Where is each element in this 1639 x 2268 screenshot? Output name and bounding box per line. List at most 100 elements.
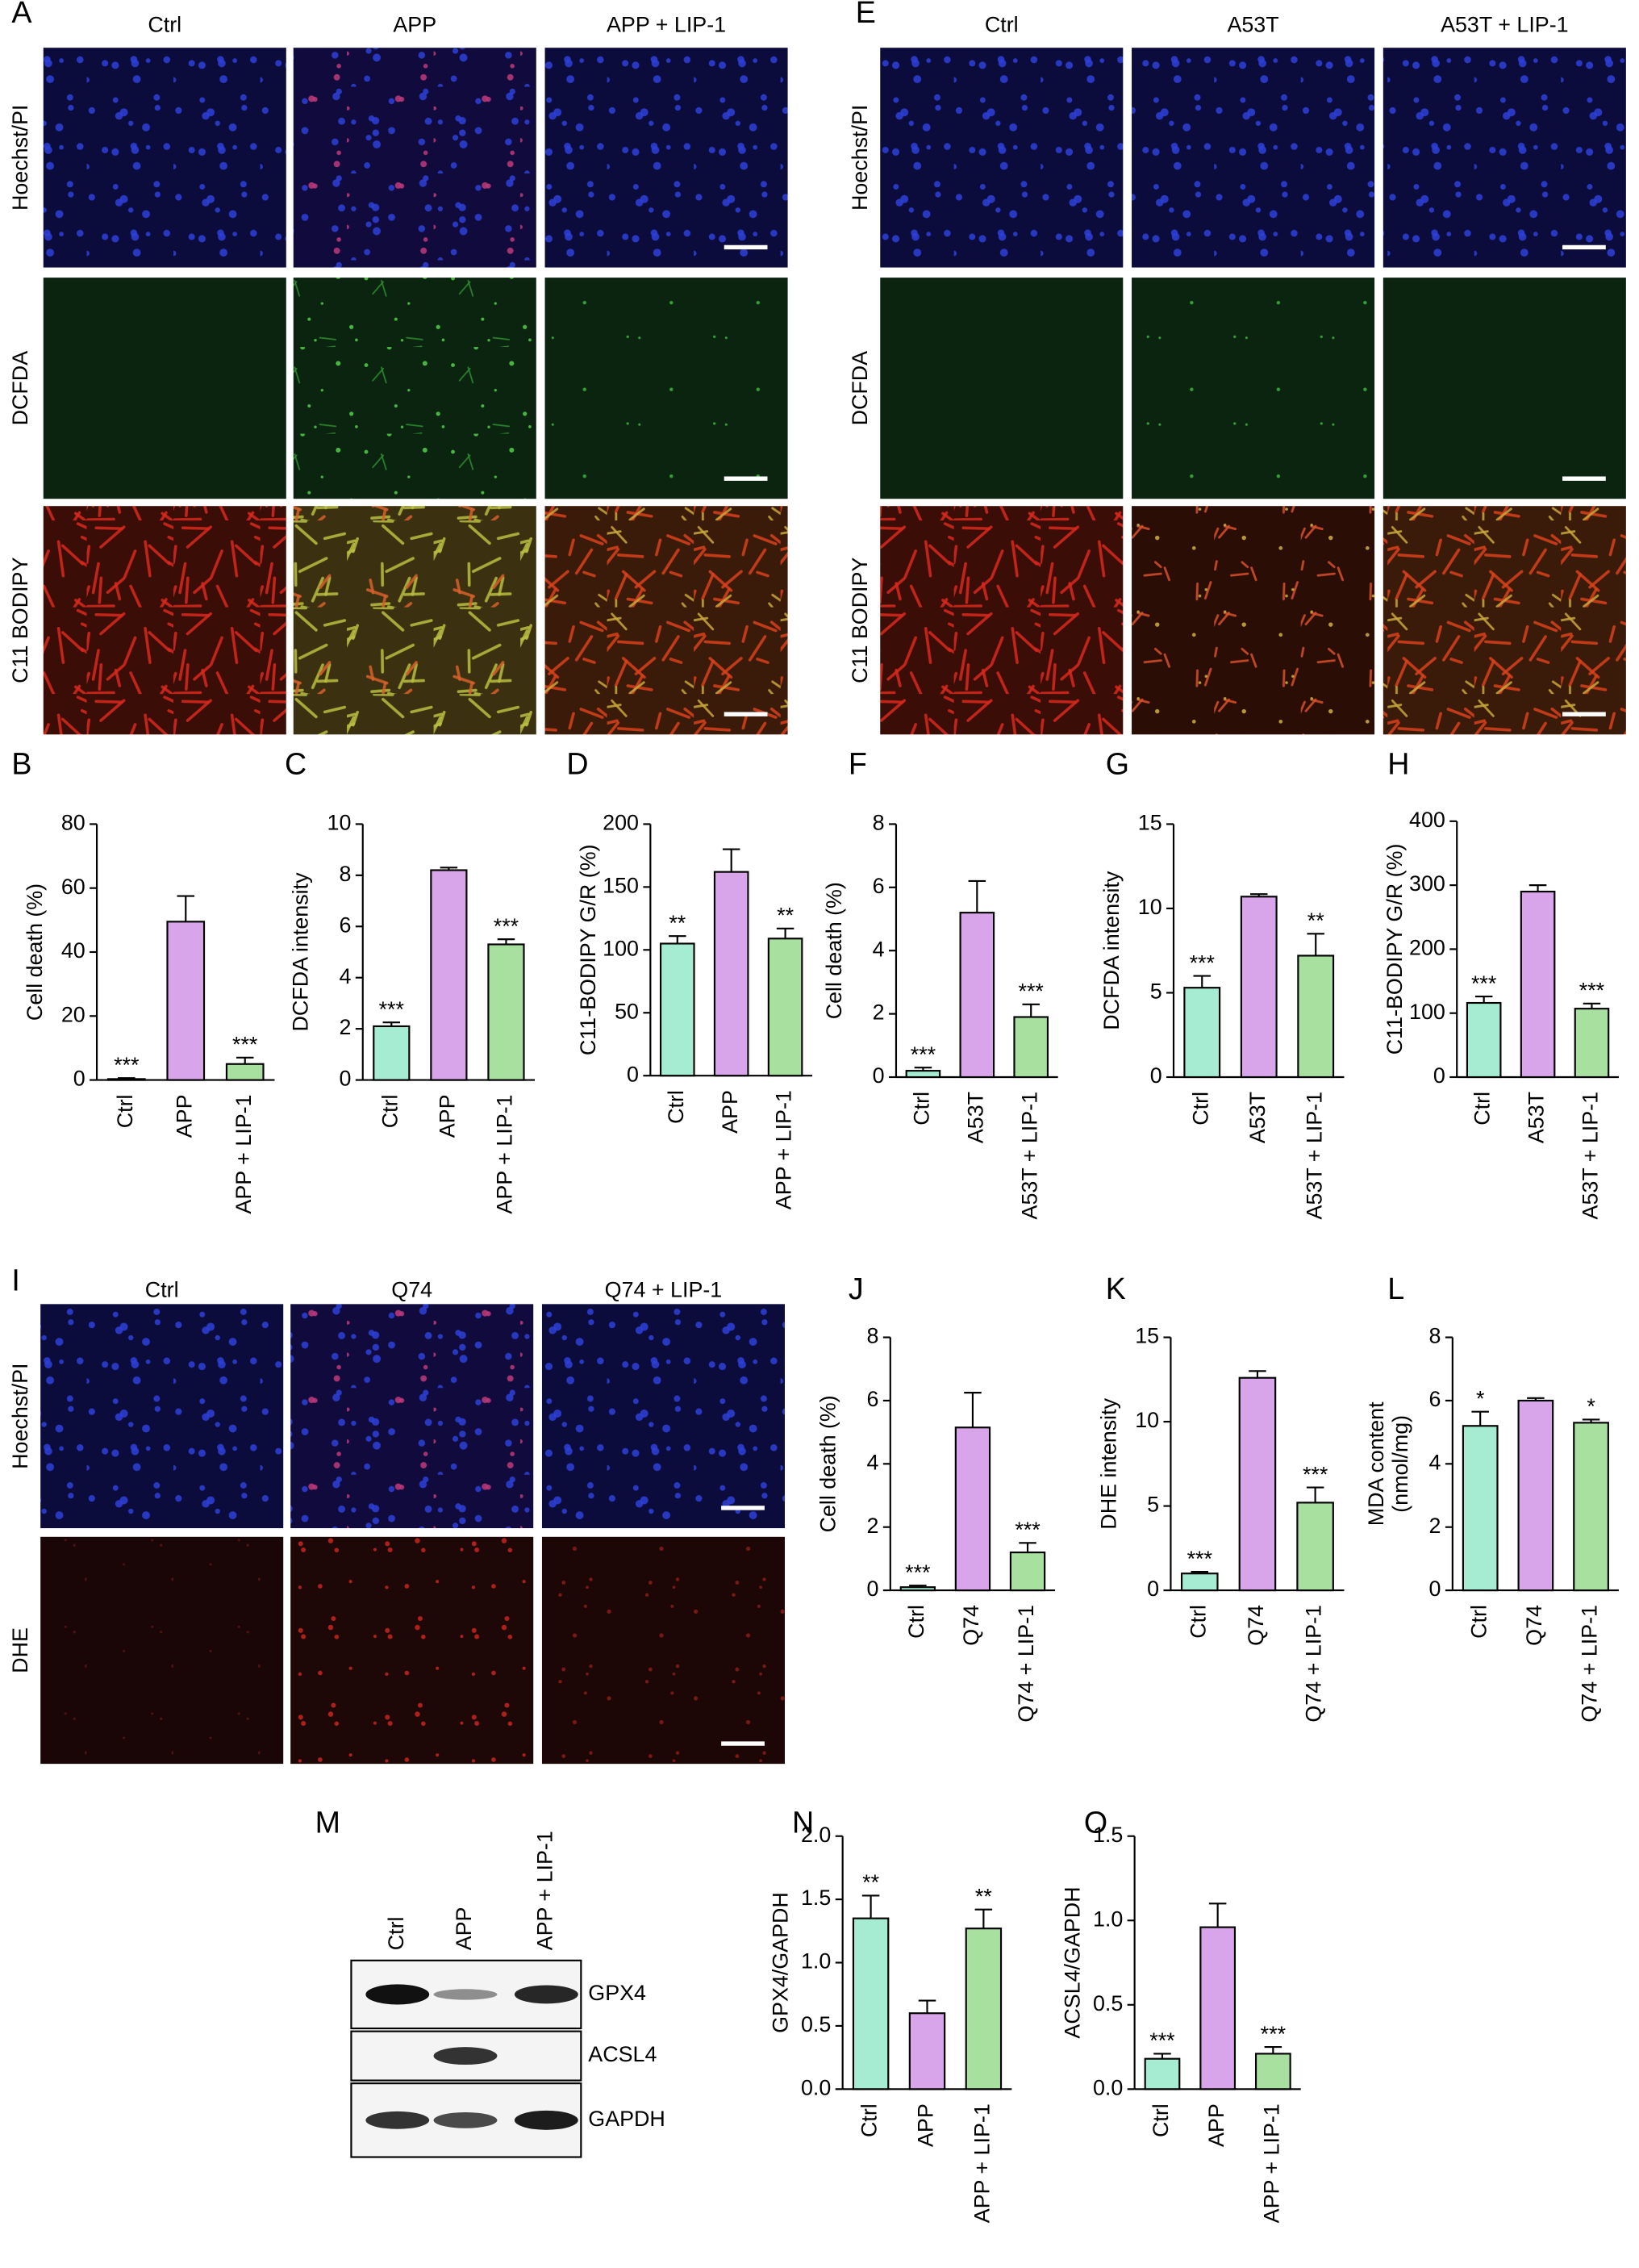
bar bbox=[1199, 1926, 1237, 2090]
significance: *** bbox=[1015, 1518, 1041, 1542]
x-tick-label: APP bbox=[435, 1094, 459, 1138]
x-tick-label: A53T bbox=[1245, 1092, 1270, 1143]
y-tick-label: 5 bbox=[1147, 1493, 1159, 1517]
y-tick-label: 0.5 bbox=[1093, 1991, 1123, 2015]
y-axis-label: DCFDA intensity bbox=[1099, 871, 1124, 1030]
y-tick-label: 0 bbox=[867, 1577, 879, 1601]
bar bbox=[1573, 1422, 1609, 1592]
x-tick-label: APP + LIP-1 bbox=[1259, 2103, 1283, 2223]
y-axis-label: MDA content bbox=[1364, 1401, 1388, 1526]
micrograph bbox=[541, 1304, 785, 1529]
significance: * bbox=[1587, 1394, 1595, 1418]
bar bbox=[1240, 896, 1278, 1079]
y-tick-label: 2 bbox=[1429, 1514, 1441, 1538]
significance: *** bbox=[1149, 2028, 1175, 2053]
x-tick-label: Ctrl bbox=[1186, 1605, 1210, 1639]
y-tick-label: 0 bbox=[339, 1067, 351, 1091]
y-tick-label: 0 bbox=[873, 1063, 885, 1088]
panel-letter: I bbox=[11, 1263, 19, 1297]
y-tick-label: 4 bbox=[873, 937, 885, 961]
x-tick-label: APP bbox=[914, 2103, 938, 2147]
x-tick-label: APP bbox=[718, 1090, 742, 1134]
significance: *** bbox=[1187, 1547, 1213, 1571]
micrograph bbox=[40, 1536, 284, 1765]
x-tick-label: Ctrl bbox=[1188, 1092, 1212, 1126]
panel-letter: C bbox=[285, 747, 307, 781]
y-tick-label: 10 bbox=[327, 811, 352, 835]
y-tick-label: 0 bbox=[1433, 1063, 1445, 1088]
y-tick-label: 200 bbox=[1409, 936, 1445, 960]
column-label: APP + LIP-1 bbox=[607, 12, 726, 36]
x-tick-label: Ctrl bbox=[857, 2103, 882, 2137]
significance: *** bbox=[911, 1042, 936, 1067]
panel-letter: A bbox=[11, 0, 32, 29]
panel-letter: E bbox=[856, 0, 876, 29]
bar bbox=[1520, 890, 1556, 1079]
x-tick-label: A53T bbox=[963, 1092, 987, 1143]
blot-band bbox=[514, 1985, 578, 2004]
bar bbox=[1009, 1551, 1046, 1592]
y-tick-label: 0.0 bbox=[1093, 2075, 1123, 2099]
column-label: Ctrl bbox=[985, 12, 1019, 36]
x-tick-label: APP bbox=[1204, 2103, 1228, 2147]
column-label: Q74 bbox=[391, 1277, 432, 1301]
y-tick-label: 1.5 bbox=[801, 1886, 831, 1910]
micrograph bbox=[1132, 506, 1375, 735]
y-axis-label: GPX4/GAPDH bbox=[769, 1892, 793, 2033]
y-axis-label: (nmol/mg) bbox=[1388, 1415, 1412, 1513]
y-tick-label: 40 bbox=[61, 938, 85, 963]
y-tick-label: 50 bbox=[615, 999, 639, 1023]
y-axis-label: C11-BODIPY G/R (%) bbox=[576, 844, 600, 1055]
y-tick-label: 200 bbox=[603, 811, 639, 835]
y-tick-label: 6 bbox=[339, 913, 351, 937]
x-tick-label: Ctrl bbox=[377, 1094, 402, 1128]
y-tick-label: 0 bbox=[1147, 1577, 1159, 1601]
row-label: Hoechst/PI bbox=[848, 105, 872, 211]
y-tick-label: 1.0 bbox=[1093, 1907, 1123, 1931]
y-tick-label: 8 bbox=[867, 1324, 879, 1348]
band-label: GAPDH bbox=[588, 2107, 665, 2131]
bar bbox=[1296, 1502, 1334, 1592]
lane-label: Ctrl bbox=[384, 1917, 408, 1951]
y-tick-label: 8 bbox=[873, 811, 885, 835]
bar bbox=[430, 869, 468, 1081]
y-tick-label: 6 bbox=[1429, 1387, 1441, 1411]
panel-letter: D bbox=[566, 747, 588, 781]
y-tick-label: 10 bbox=[1135, 1408, 1159, 1432]
x-tick-label: Ctrl bbox=[1466, 1605, 1491, 1639]
row-label: DCFDA bbox=[8, 351, 32, 426]
y-tick-label: 1.0 bbox=[801, 1949, 831, 1974]
micrograph bbox=[880, 506, 1124, 735]
band-label: ACSL4 bbox=[588, 2042, 657, 2066]
bar bbox=[713, 871, 749, 1077]
y-axis-label: DCFDA intensity bbox=[289, 872, 313, 1032]
significance: *** bbox=[114, 1053, 140, 1077]
y-tick-label: 100 bbox=[1409, 1000, 1445, 1024]
lane-label: APP bbox=[452, 1907, 476, 1951]
significance: *** bbox=[1261, 2022, 1287, 2046]
y-tick-label: 10 bbox=[1138, 895, 1162, 919]
y-tick-label: 4 bbox=[867, 1450, 879, 1474]
column-label: Q74 + LIP-1 bbox=[605, 1277, 723, 1301]
micrograph bbox=[1383, 48, 1626, 268]
micrograph bbox=[290, 1304, 534, 1529]
significance: *** bbox=[494, 914, 519, 938]
micrograph bbox=[293, 278, 536, 499]
bar bbox=[1144, 2057, 1181, 2090]
x-tick-label: Q74 bbox=[1244, 1605, 1268, 1646]
micrograph bbox=[290, 1536, 534, 1765]
row-label: DCFDA bbox=[848, 351, 872, 426]
y-tick-label: 1.5 bbox=[1093, 1823, 1123, 1847]
x-tick-label: APP bbox=[172, 1094, 196, 1138]
row-label: C11 BODIPY bbox=[8, 558, 32, 683]
significance: *** bbox=[905, 1560, 931, 1585]
x-tick-label: Q74 + LIP-1 bbox=[1578, 1605, 1602, 1723]
x-tick-label: Q74 + LIP-1 bbox=[1302, 1605, 1326, 1723]
y-tick-label: 400 bbox=[1409, 808, 1445, 832]
x-tick-label: Ctrl bbox=[1470, 1092, 1495, 1126]
panel-letter: G bbox=[1106, 747, 1129, 781]
micrograph bbox=[544, 48, 788, 268]
bar bbox=[767, 938, 803, 1077]
bar bbox=[959, 912, 995, 1079]
panel-letter: M bbox=[315, 1805, 340, 1839]
